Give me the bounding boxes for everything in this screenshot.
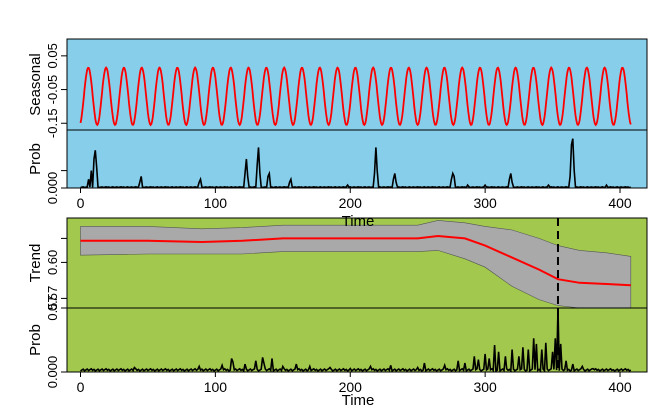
x-axis-label-top: Time [342, 213, 375, 230]
y-tick-label: 0.000 [45, 172, 60, 205]
panel-background [67, 308, 647, 372]
y-tick-label: -0.15 [45, 108, 60, 138]
probability-line [80, 138, 632, 189]
trend-line [80, 234, 631, 287]
x-tick-label: 400 [608, 379, 632, 395]
panel-background [67, 130, 647, 188]
x-tick-label: 0 [77, 195, 85, 211]
x-axis-label-bottom: Time [342, 392, 375, 409]
y-axis-label: Seasonal [27, 53, 44, 116]
x-tick-label: 400 [608, 195, 632, 211]
x-tick-label: 200 [339, 379, 363, 395]
seasonal-line [79, 66, 632, 127]
y-tick-label: 0.57 [45, 286, 60, 311]
y-axis-label: Prob [27, 143, 44, 175]
x-tick-label: 200 [339, 195, 363, 211]
x-tick-label: 300 [473, 195, 497, 211]
x-tick-label: 100 [204, 379, 228, 395]
y-tick-label: 0.60 [45, 250, 60, 275]
x-tick-label: 0 [77, 379, 85, 395]
panel-frame [66, 129, 648, 189]
y-axis-label: Trend [27, 244, 44, 283]
panel-frame [66, 307, 648, 373]
y-tick-label: 0.05 [45, 43, 60, 68]
x-tick-label: 300 [473, 379, 497, 395]
x-tick-label: 100 [204, 195, 228, 211]
y-axis-label: Prob [27, 324, 44, 356]
probability-line [80, 307, 632, 373]
panel-background [67, 39, 647, 130]
y-tick-label: 0.000 [45, 356, 60, 389]
y-tick-label: -0.05 [45, 75, 60, 105]
y-tick-label: 0.57 [45, 295, 60, 320]
